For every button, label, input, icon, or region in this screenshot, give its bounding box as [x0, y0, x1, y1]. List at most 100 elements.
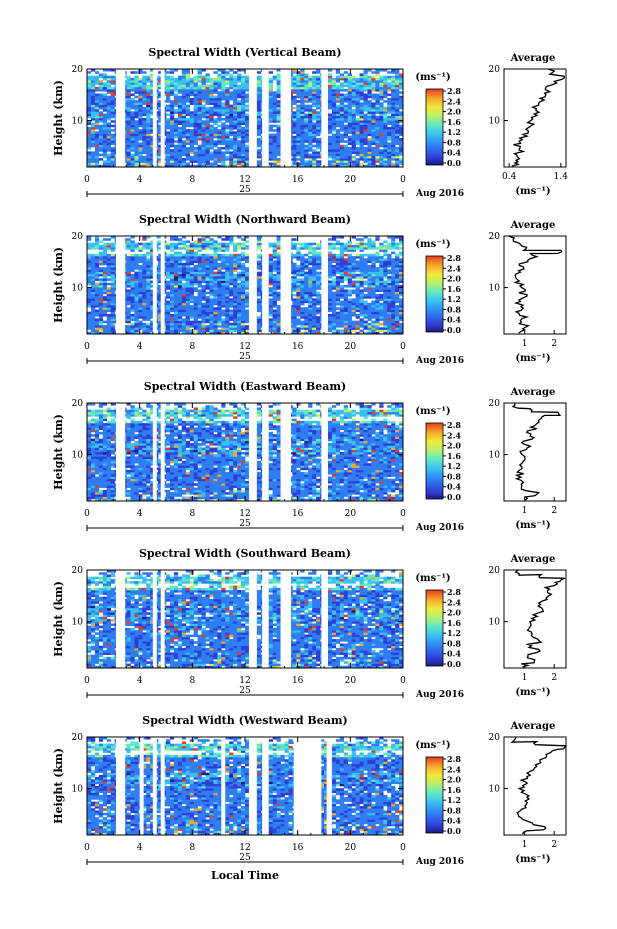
heatmap-cell [331, 118, 337, 121]
heatmap-cell [98, 327, 104, 330]
heatmap-cell [276, 102, 281, 105]
heatmap-cell [343, 75, 348, 79]
heatmap-cell [185, 124, 190, 128]
heatmap-cell [106, 97, 111, 101]
heatmap-cell [189, 313, 194, 317]
heatmap-cell [300, 287, 305, 290]
heatmap-cell [359, 289, 364, 292]
heatmap-cell [399, 133, 404, 137]
heatmap-cell [391, 75, 396, 79]
heatmap-cell [292, 155, 297, 159]
heatmap-cell [296, 93, 301, 97]
heatmap-cell [331, 151, 337, 154]
heatmap-cell [379, 302, 384, 306]
heatmap-cell [98, 313, 104, 317]
heatmap-cell [166, 311, 171, 315]
heatmap-cell [292, 135, 297, 139]
heatmap-cell [399, 289, 404, 292]
heatmap-cell [217, 307, 222, 310]
heatmap-cell [375, 146, 380, 150]
heatmap-cell [126, 320, 131, 324]
heatmap-cell [343, 124, 348, 128]
heatmap-cell [225, 82, 230, 85]
heatmap-cell [193, 86, 198, 90]
heatmap-cell [339, 296, 345, 299]
heatmap-cell [126, 89, 131, 92]
heatmap-cell [387, 282, 392, 286]
heatmap-cell [343, 109, 348, 112]
heatmap-cell [233, 140, 238, 143]
heatmap-cell [158, 95, 163, 99]
heatmap-cell [391, 111, 396, 114]
heatmap-cell [102, 164, 108, 168]
heatmap-cell [245, 86, 250, 90]
heatmap-cell [331, 100, 337, 103]
heatmap-cell [130, 97, 135, 101]
heatmap-cell [146, 109, 151, 112]
heatmap-cell [343, 329, 348, 333]
heatmap-cell [316, 131, 321, 134]
heatmap-cell [355, 140, 360, 143]
heatmap-cell [87, 111, 92, 114]
heatmap-cell [213, 144, 218, 148]
heatmap-cell [375, 100, 380, 103]
heatmap-cell [126, 151, 131, 154]
heatmap-cell [296, 164, 301, 168]
heatmap-cell [300, 126, 305, 130]
heatmap-cell [150, 97, 155, 101]
heatmap-cell [304, 73, 309, 76]
heatmap-cell [351, 77, 356, 81]
heatmap-cell [142, 291, 147, 295]
heatmap-cell [363, 113, 368, 117]
heatmap-cell [173, 144, 179, 148]
heatmap-cell [347, 162, 352, 166]
heatmap-cell [106, 115, 111, 119]
heatmap-cell [395, 102, 400, 105]
heatmap-cell [296, 86, 301, 90]
heatmap-cell [177, 118, 183, 121]
heatmap-cell [395, 293, 400, 297]
heatmap-cell [126, 142, 131, 146]
heatmap-cell [94, 287, 100, 290]
heatmap-cell [221, 91, 226, 94]
heatmap-cell [272, 291, 277, 295]
heatmap-cell [138, 109, 143, 112]
heatmap-cell [213, 77, 218, 81]
heatmap-cell [173, 318, 179, 321]
heatmap-cell [371, 102, 376, 105]
heatmap-cell [316, 316, 321, 319]
heatmap-cell [87, 106, 92, 110]
heatmap-cell [181, 102, 187, 105]
heatmap-cell [225, 300, 230, 304]
heatmap-cell [134, 311, 139, 315]
heatmap-cell [237, 311, 242, 315]
heatmap-cell [331, 93, 337, 97]
heatmap-cell [387, 106, 392, 110]
heatmap-cell [371, 120, 376, 123]
heatmap-cell [134, 320, 139, 324]
heatmap-cell [90, 325, 96, 328]
heatmap-cell [237, 77, 242, 81]
heatmap-cell [205, 162, 210, 166]
heatmap-cell [383, 309, 388, 313]
heatmap-cell [237, 331, 242, 335]
heatmap-cell [237, 80, 242, 83]
heatmap-cell [177, 109, 183, 112]
heatmap-cell [173, 160, 179, 163]
heatmap-cell [363, 313, 368, 317]
heatmap-cell [335, 124, 341, 128]
heatmap-cell [312, 97, 317, 101]
heatmap-cell [229, 97, 234, 101]
heatmap-cell [359, 318, 364, 321]
heatmap-cell [90, 131, 96, 134]
heatmap-cell [94, 122, 100, 125]
heatmap-cell [229, 311, 234, 315]
heatmap-cell [205, 73, 210, 76]
heatmap-cell [316, 155, 321, 159]
heatmap-cell [94, 80, 100, 83]
heatmap-cell [94, 93, 100, 97]
heatmap-cell [221, 95, 226, 99]
heatmap-cell [335, 120, 341, 123]
heatmap-cell [134, 318, 139, 321]
heatmap-cell [229, 313, 234, 317]
